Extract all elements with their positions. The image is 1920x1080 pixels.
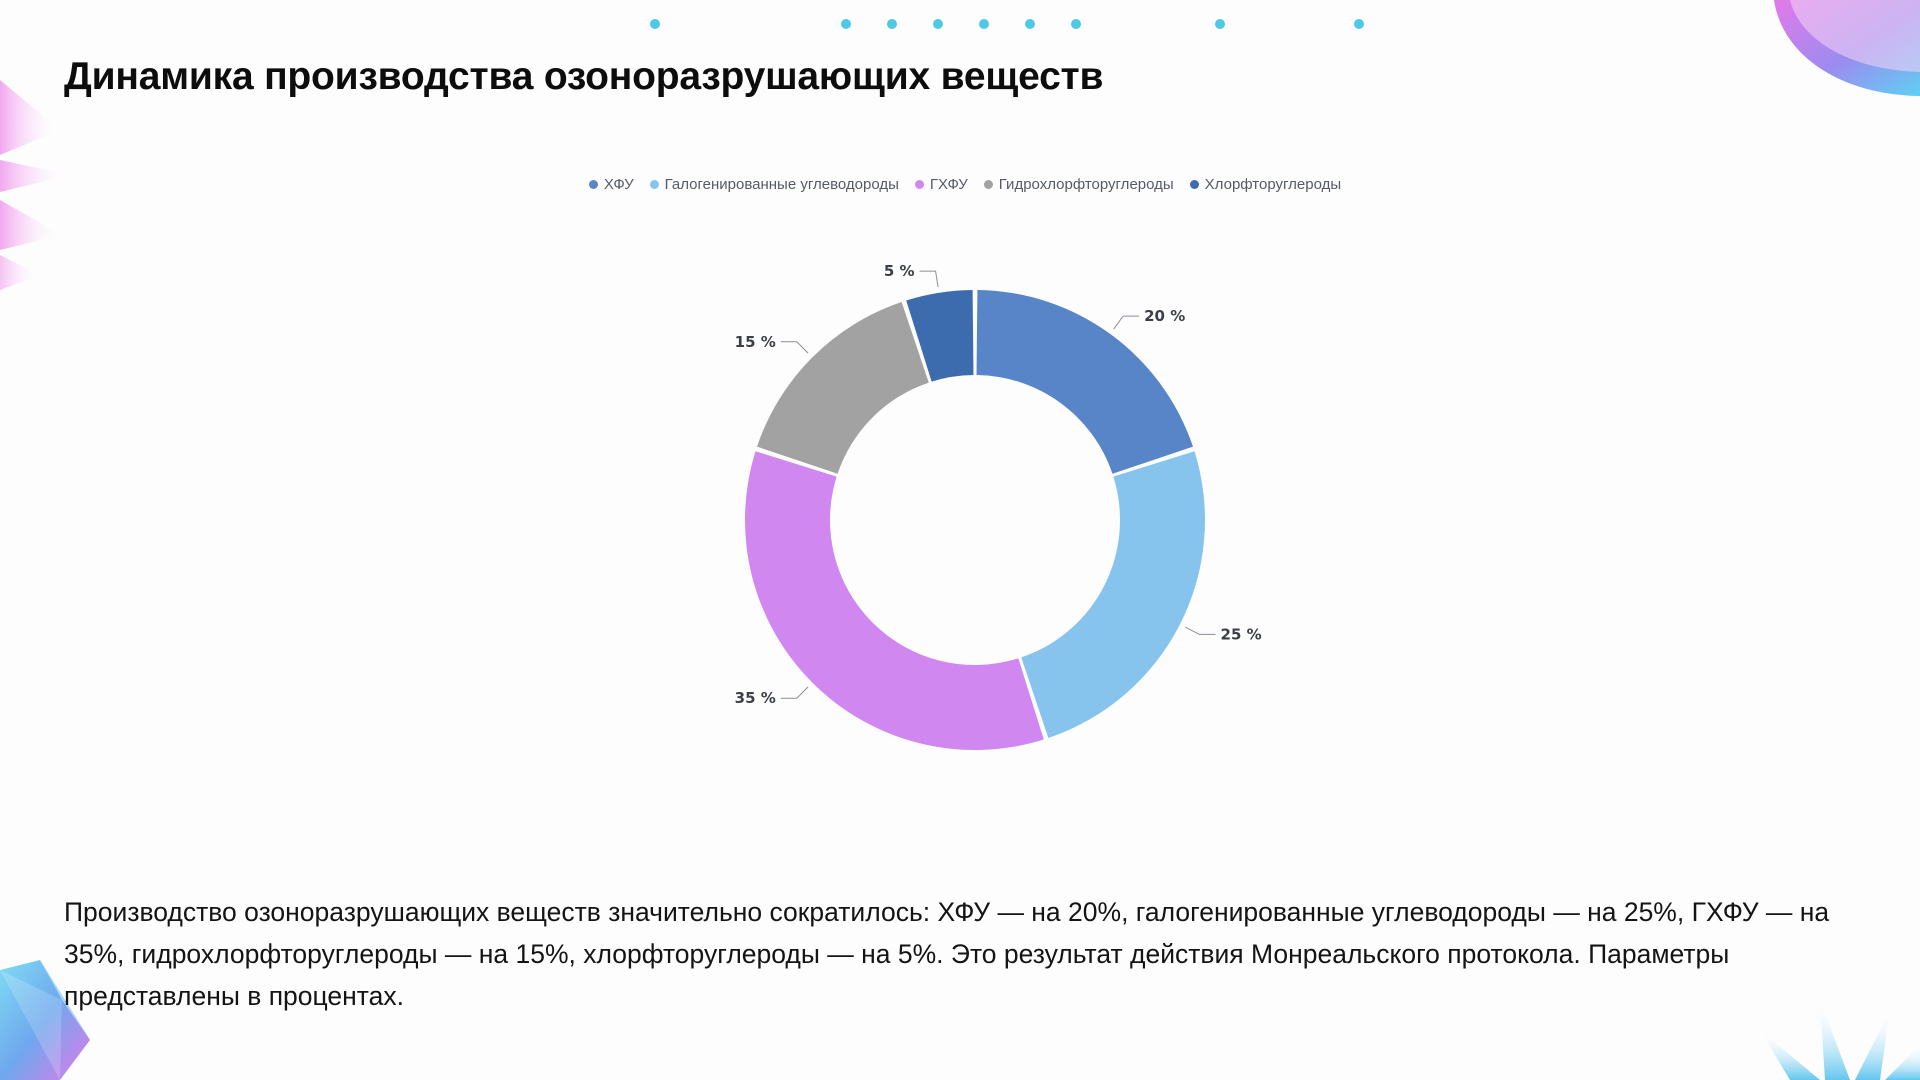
legend-item-chlorofluorocarbons[interactable]: Хлорфторуглероды bbox=[1189, 176, 1342, 193]
slide-title: Динамика производства озоноразрушающих в… bbox=[64, 55, 1104, 98]
donut-slice[interactable] bbox=[757, 302, 929, 474]
label-leader-line bbox=[780, 686, 809, 699]
legend-swatch bbox=[588, 180, 598, 189]
slice-value-label: 25 % bbox=[1221, 625, 1262, 643]
label-leader-line bbox=[919, 270, 939, 287]
donut-slice[interactable] bbox=[744, 451, 1044, 750]
legend-item-halogenated[interactable]: Галогенированные углеводороды bbox=[649, 176, 899, 193]
legend-label: Гидрохлорфторуглероды bbox=[998, 176, 1174, 193]
legend-label: Галогенированные углеводороды bbox=[664, 176, 899, 193]
label-leader-line bbox=[780, 341, 809, 354]
chart-description: Производство озоноразрушающих веществ зн… bbox=[64, 897, 1830, 1011]
donut-slice[interactable] bbox=[976, 290, 1193, 474]
slice-value-label: 20 % bbox=[1144, 307, 1185, 325]
slice-value-label: 15 % bbox=[735, 333, 776, 351]
legend-label: Хлорфторуглероды bbox=[1204, 176, 1342, 193]
slice-value-label: 5 % bbox=[884, 262, 915, 280]
label-leader-line bbox=[1113, 315, 1140, 330]
legend-swatch bbox=[983, 180, 993, 189]
legend-item-xfu[interactable]: ХФУ bbox=[588, 176, 634, 193]
legend-swatch bbox=[1189, 180, 1199, 189]
donut-chart: 20 % 25 % 35 % 15 % 5 % bbox=[735, 262, 1262, 750]
legend-item-hydrochlorofluorocarbons[interactable]: Гидрохлорфторуглероды bbox=[983, 176, 1174, 193]
legend-item-gxfu[interactable]: ГХФУ bbox=[914, 176, 968, 193]
legend-label: ГХФУ bbox=[929, 176, 968, 193]
legend-label: ХФУ bbox=[603, 176, 634, 193]
legend-swatch bbox=[649, 180, 659, 189]
slice-value-label: 35 % bbox=[735, 689, 776, 707]
donut-slice[interactable] bbox=[1021, 451, 1205, 738]
donut-slice[interactable] bbox=[906, 290, 974, 382]
label-leader-line bbox=[1185, 626, 1216, 635]
chart-legend: ХФУ Галогенированные углеводороды ГХФУ Г… bbox=[0, 176, 1920, 193]
legend-swatch bbox=[914, 180, 924, 189]
